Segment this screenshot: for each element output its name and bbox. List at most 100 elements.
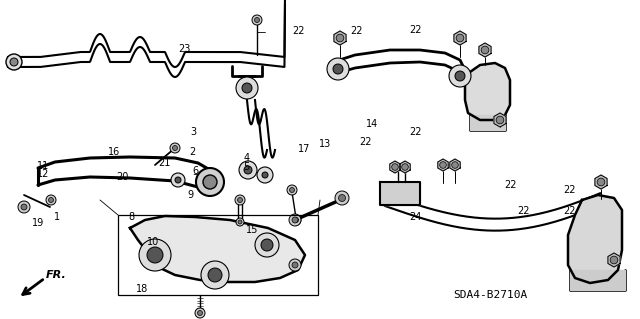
Bar xyxy=(118,215,318,295)
Circle shape xyxy=(289,259,301,271)
Text: 22: 22 xyxy=(410,127,422,137)
Circle shape xyxy=(257,167,273,183)
Circle shape xyxy=(496,116,504,124)
Circle shape xyxy=(294,218,298,222)
Circle shape xyxy=(147,247,163,263)
Text: 23: 23 xyxy=(178,44,190,55)
Polygon shape xyxy=(334,31,346,45)
Circle shape xyxy=(333,64,343,74)
Circle shape xyxy=(402,164,408,170)
Circle shape xyxy=(287,185,297,195)
Circle shape xyxy=(481,46,489,54)
Text: 2: 2 xyxy=(189,146,195,157)
Circle shape xyxy=(244,166,252,174)
Text: 8: 8 xyxy=(128,212,134,222)
Text: 22: 22 xyxy=(517,205,530,216)
Polygon shape xyxy=(130,216,305,282)
Circle shape xyxy=(289,214,301,226)
Text: 18: 18 xyxy=(136,284,148,294)
Circle shape xyxy=(242,83,252,93)
Circle shape xyxy=(239,161,257,179)
Circle shape xyxy=(238,220,242,224)
Text: 4: 4 xyxy=(243,153,250,163)
Circle shape xyxy=(235,195,245,205)
Circle shape xyxy=(455,71,465,81)
Circle shape xyxy=(291,215,301,225)
Circle shape xyxy=(597,178,605,186)
Circle shape xyxy=(10,58,18,66)
Text: FR.: FR. xyxy=(46,270,67,280)
Text: 19: 19 xyxy=(32,218,44,228)
Text: 7: 7 xyxy=(192,174,198,184)
Text: 3: 3 xyxy=(191,127,197,137)
Circle shape xyxy=(335,191,349,205)
Circle shape xyxy=(292,217,298,223)
Text: 1: 1 xyxy=(54,212,61,222)
Text: 22: 22 xyxy=(563,205,576,216)
Circle shape xyxy=(49,197,54,203)
Text: 12: 12 xyxy=(37,169,49,179)
Text: 5: 5 xyxy=(243,162,250,173)
Polygon shape xyxy=(390,161,400,173)
Circle shape xyxy=(201,261,229,289)
Circle shape xyxy=(456,34,464,42)
Polygon shape xyxy=(450,159,460,171)
Circle shape xyxy=(208,268,222,282)
Circle shape xyxy=(262,172,268,178)
Polygon shape xyxy=(400,161,410,173)
Text: 22: 22 xyxy=(360,137,372,147)
Circle shape xyxy=(610,256,618,264)
Polygon shape xyxy=(465,63,510,120)
Circle shape xyxy=(171,173,185,187)
Circle shape xyxy=(236,218,244,226)
Polygon shape xyxy=(470,115,505,130)
Circle shape xyxy=(198,310,202,315)
Circle shape xyxy=(203,175,217,189)
Circle shape xyxy=(196,168,224,196)
Polygon shape xyxy=(595,175,607,189)
Circle shape xyxy=(336,34,344,42)
Text: 24: 24 xyxy=(410,212,422,222)
Text: 6: 6 xyxy=(192,166,198,176)
Circle shape xyxy=(261,239,273,251)
Circle shape xyxy=(237,197,243,203)
Circle shape xyxy=(440,162,446,168)
Circle shape xyxy=(252,15,262,25)
Circle shape xyxy=(173,145,177,151)
Circle shape xyxy=(392,164,398,170)
Polygon shape xyxy=(570,270,625,290)
Circle shape xyxy=(6,54,22,70)
Circle shape xyxy=(292,262,298,268)
Polygon shape xyxy=(454,31,466,45)
Text: SDA4-B2710A: SDA4-B2710A xyxy=(453,290,527,300)
Circle shape xyxy=(46,195,56,205)
Text: 17: 17 xyxy=(298,144,310,154)
Text: 14: 14 xyxy=(366,119,378,130)
Text: 16: 16 xyxy=(108,147,120,158)
Polygon shape xyxy=(608,253,620,267)
Polygon shape xyxy=(438,159,448,171)
Circle shape xyxy=(255,18,259,23)
Circle shape xyxy=(339,195,346,202)
Circle shape xyxy=(236,77,258,99)
Circle shape xyxy=(327,58,349,80)
Text: 20: 20 xyxy=(116,172,129,182)
Circle shape xyxy=(21,204,27,210)
Text: 11: 11 xyxy=(37,161,49,171)
Circle shape xyxy=(449,65,471,87)
Text: 22: 22 xyxy=(292,26,305,36)
Circle shape xyxy=(452,162,458,168)
Text: 9: 9 xyxy=(188,189,194,200)
Text: 15: 15 xyxy=(246,225,259,235)
Text: 13: 13 xyxy=(319,138,331,149)
Circle shape xyxy=(175,177,181,183)
Text: 22: 22 xyxy=(563,185,576,195)
Polygon shape xyxy=(479,43,491,57)
Polygon shape xyxy=(568,195,622,283)
Polygon shape xyxy=(494,113,506,127)
Circle shape xyxy=(195,308,205,318)
Circle shape xyxy=(18,201,30,213)
Circle shape xyxy=(170,143,180,153)
Text: 22: 22 xyxy=(410,25,422,35)
Circle shape xyxy=(139,239,171,271)
